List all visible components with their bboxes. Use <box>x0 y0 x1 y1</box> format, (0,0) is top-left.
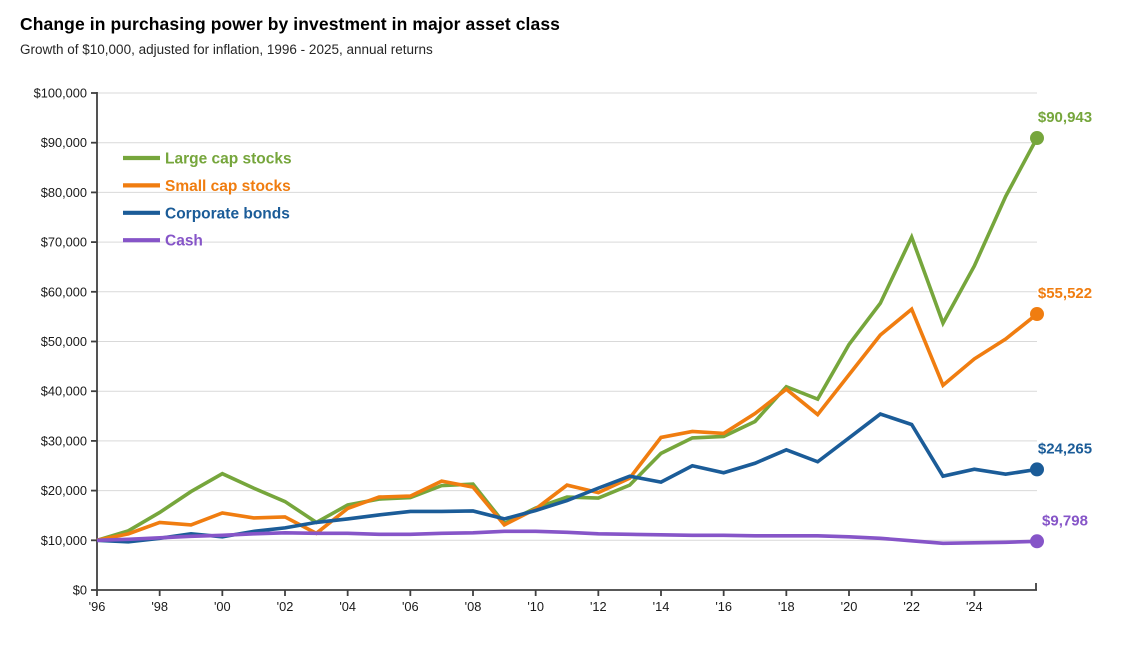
end-value-label-small-cap-stocks: $55,522 <box>1038 285 1092 302</box>
x-axis-tick-label: '98 <box>151 599 168 614</box>
y-axis-tick-label: $100,000 <box>34 86 87 101</box>
y-axis-tick-label: $60,000 <box>41 284 87 299</box>
end-dot-corporate-bonds <box>1030 462 1044 477</box>
end-dot-small-cap-stocks <box>1030 307 1044 322</box>
end-value-label-corporate-bonds: $24,265 <box>1038 440 1092 457</box>
y-axis-tick-label: $20,000 <box>41 483 87 498</box>
end-dot-large-cap-stocks <box>1030 131 1044 146</box>
x-axis-tick-label: '14 <box>653 599 670 614</box>
x-axis-tick-label: '96 <box>89 599 106 614</box>
end-dot-cash <box>1030 534 1044 549</box>
x-axis-tick-label: '02 <box>277 599 294 614</box>
x-axis-tick-label: '16 <box>715 599 732 614</box>
y-axis-tick-label: $70,000 <box>41 235 87 250</box>
legend-item-cash: Cash <box>165 233 203 250</box>
y-axis-tick-label: $80,000 <box>41 185 87 200</box>
chart-title: Change in purchasing power by investment… <box>20 14 561 34</box>
legend-item-large-cap-stocks: Large cap stocks <box>165 151 292 168</box>
x-axis-tick-label: '24 <box>966 599 983 614</box>
x-axis-tick-label: '00 <box>214 599 231 614</box>
legend-item-corporate-bonds: Corporate bonds <box>165 205 290 222</box>
chart-subtitle: Growth of $10,000, adjusted for inflatio… <box>20 42 433 57</box>
x-axis-tick-label: '22 <box>903 599 920 614</box>
end-value-label-large-cap-stocks: $90,943 <box>1038 109 1092 126</box>
x-axis-tick-label: '12 <box>590 599 607 614</box>
y-axis-tick-label: $0 <box>73 583 87 598</box>
series-line-corporate-bonds <box>96 412 1038 544</box>
series-line-large-cap-stocks <box>96 137 1039 543</box>
y-axis-tick-label: $90,000 <box>41 135 87 150</box>
end-value-label-cash: $9,798 <box>1042 512 1088 529</box>
y-axis-tick-label: $30,000 <box>41 433 87 448</box>
x-axis-tick-label: '10 <box>527 599 544 614</box>
legend-item-small-cap-stocks: Small cap stocks <box>165 178 291 195</box>
x-axis-tick-label: '20 <box>841 599 858 614</box>
x-axis-tick-label: '04 <box>339 599 356 614</box>
x-axis-tick-label: '08 <box>465 599 482 614</box>
series-line-small-cap-stocks <box>96 306 1039 543</box>
y-axis-tick-label: $50,000 <box>41 334 87 349</box>
x-axis-tick-label: '18 <box>778 599 795 614</box>
y-axis-tick-label: $40,000 <box>41 384 87 399</box>
x-axis-tick-label: '06 <box>402 599 419 614</box>
series-line-cash <box>96 529 1038 546</box>
y-axis-tick-label: $10,000 <box>41 533 87 548</box>
